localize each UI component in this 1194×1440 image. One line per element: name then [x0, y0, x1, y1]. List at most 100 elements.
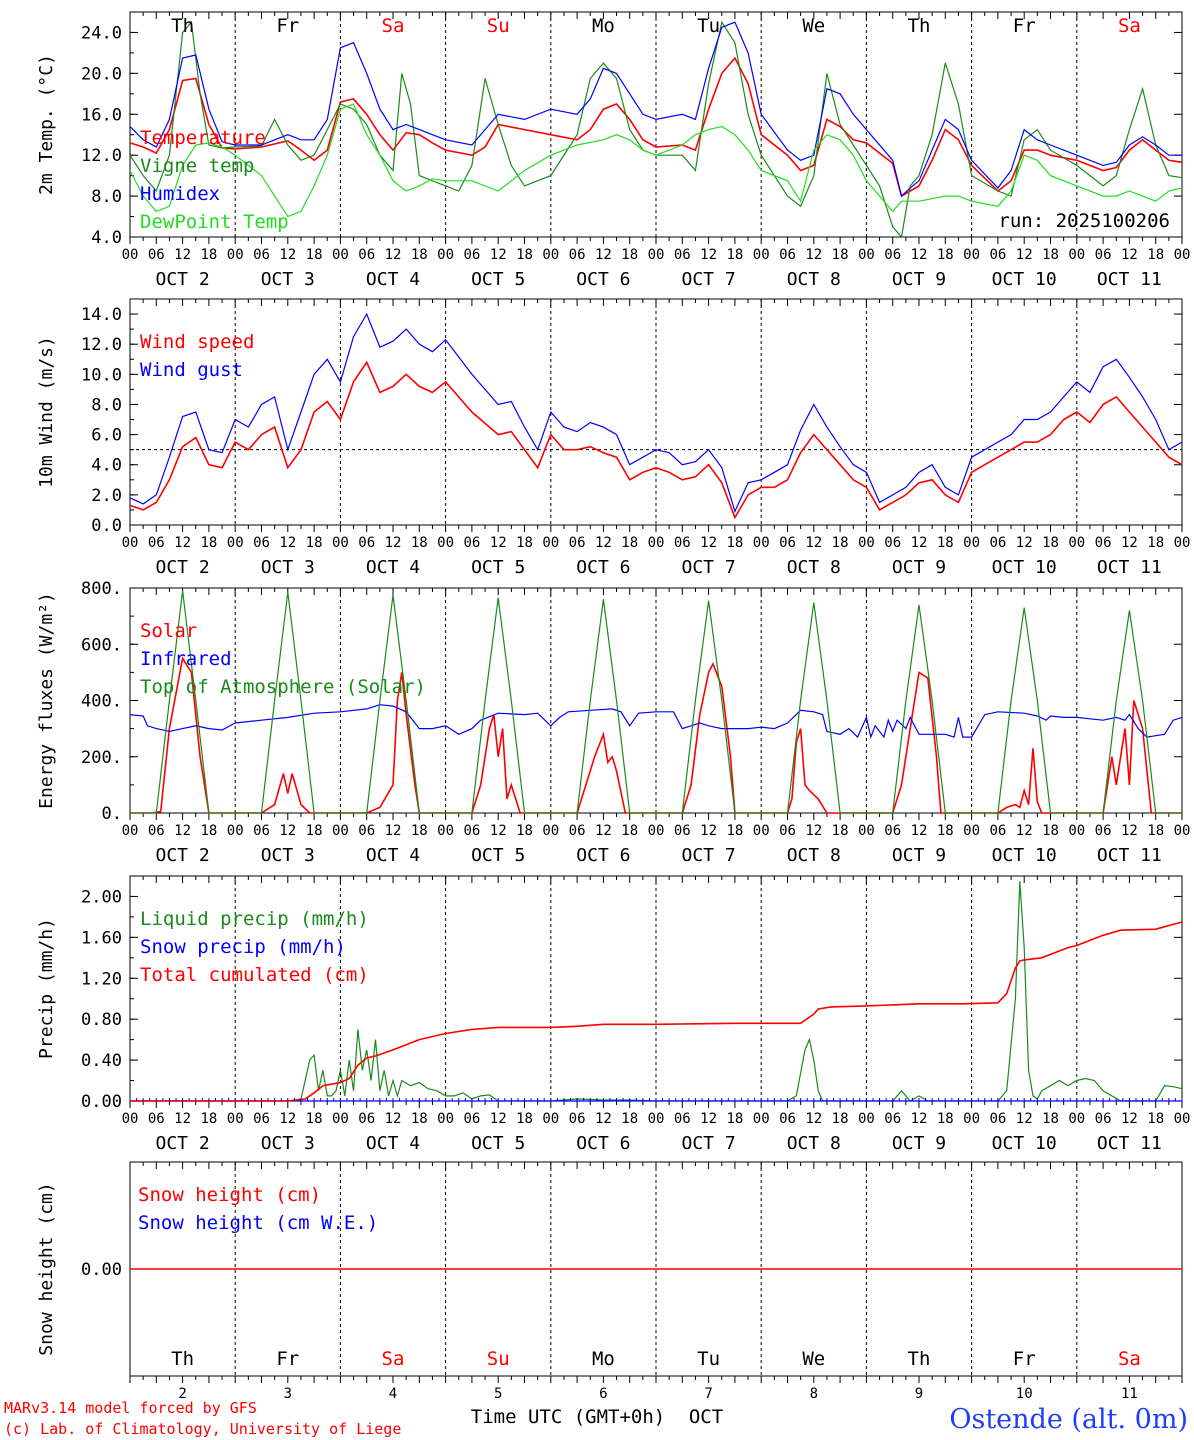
series-total-cumulated-cm — [130, 921, 1183, 1102]
date-label: OCT 8 — [787, 845, 841, 866]
hour-label: 18 — [200, 823, 217, 839]
hour-label: 06 — [779, 1111, 796, 1127]
hour-label: 18 — [200, 535, 217, 551]
legend-vigne-temp: Vigne temp — [140, 155, 254, 177]
date-label: OCT 6 — [576, 557, 630, 578]
panel-4: 0.00 0.40 0.80 1.20 1.60 2.00 Precip (mm/h) Liq… — [36, 875, 1190, 1154]
date-label: OCT 8 — [787, 269, 841, 290]
day-name: Fr — [1013, 1348, 1036, 1370]
hour-label: 12 — [490, 1111, 507, 1127]
y-axis-label: 10m Wind (m/s) — [36, 336, 57, 488]
hour-label: 00 — [332, 823, 349, 839]
date-label: OCT 11 — [1097, 845, 1162, 866]
date-label: OCT 5 — [471, 1133, 525, 1154]
hour-label: 00 — [227, 535, 244, 551]
day-name: Sa — [1118, 15, 1141, 37]
hour-label: 00 — [753, 247, 770, 263]
hour-label: 12 — [385, 535, 402, 551]
hour-label: 18 — [411, 1111, 428, 1127]
hour-label: 06 — [674, 823, 691, 839]
hour-label: 18 — [411, 535, 428, 551]
day-name: Fr — [1013, 15, 1036, 37]
y-tick-label: 12.0 — [81, 335, 122, 355]
hour-label: 06 — [1095, 247, 1112, 263]
hour-label: 12 — [174, 1111, 191, 1127]
hour-label: 06 — [463, 1111, 480, 1127]
hour-label: 18 — [200, 1111, 217, 1127]
hour-label: 18 — [1042, 535, 1059, 551]
run-annotation: run: 2025100206 — [998, 210, 1170, 232]
hour-label: 06 — [674, 535, 691, 551]
hour-label: 18 — [832, 247, 849, 263]
hour-label: 18 — [832, 535, 849, 551]
hour-label: 18 — [516, 535, 533, 551]
hour-label: 06 — [253, 823, 270, 839]
hour-label: 00 — [858, 247, 875, 263]
legend-total-cumulated-cm: Total cumulated (cm) — [140, 964, 369, 986]
hour-label: 12 — [911, 823, 928, 839]
y-tick-label: 4.0 — [91, 456, 122, 476]
date-label: OCT 2 — [156, 269, 210, 290]
series-infrared — [129, 704, 1183, 740]
y-tick-label: 0.80 — [81, 1010, 122, 1030]
date-label: OCT 6 — [576, 269, 630, 290]
date-label: OCT 11 — [1097, 557, 1162, 578]
hour-label: 12 — [805, 823, 822, 839]
date-label: OCT 2 — [156, 1133, 210, 1154]
hour-label: 18 — [726, 823, 743, 839]
hour-label: 06 — [463, 823, 480, 839]
hour-label: 18 — [516, 1111, 533, 1127]
hour-label: 06 — [148, 535, 165, 551]
date-label: OCT 7 — [682, 557, 736, 578]
day-name: Sa — [382, 1348, 405, 1370]
hour-label: 12 — [490, 247, 507, 263]
hour-label: 06 — [569, 823, 586, 839]
hour-label: 00 — [437, 823, 454, 839]
y-tick-label: 24.0 — [81, 23, 122, 43]
y-tick-label: 4.0 — [91, 228, 122, 248]
hour-label: 12 — [279, 247, 296, 263]
hour-label: 00 — [227, 1111, 244, 1127]
day-name: Th — [171, 15, 194, 37]
hour-label: 12 — [700, 823, 717, 839]
hour-label: 00 — [437, 535, 454, 551]
date-label: OCT 10 — [992, 845, 1057, 866]
hour-label: 12 — [174, 535, 191, 551]
panel-1: 4.0 8.0 12.0 16.0 20.0 24.0 2m Temp. (°C) Tempe… — [36, 11, 1190, 290]
y-tick-label: 1.60 — [81, 928, 122, 948]
date-label: OCT 2 — [156, 557, 210, 578]
date-label: OCT 3 — [261, 269, 315, 290]
y-tick-label: 8.0 — [91, 187, 122, 207]
hour-label: 18 — [1147, 535, 1164, 551]
hour-label: 06 — [569, 1111, 586, 1127]
hour-label: 12 — [385, 823, 402, 839]
date-label: OCT 9 — [892, 557, 946, 578]
x-axis-month: OCT — [689, 1406, 723, 1428]
hour-label: 00 — [122, 535, 139, 551]
panel-3: 0. 200. 400. 600. 800. Energy fluxes (W/m²) So… — [36, 579, 1190, 866]
series-humidex — [129, 21, 1182, 198]
hour-label: 06 — [779, 535, 796, 551]
legend-snow-height-cm: Snow height (cm) — [138, 1184, 321, 1206]
hour-label: 06 — [358, 823, 375, 839]
date-label: OCT 11 — [1097, 269, 1162, 290]
day-name: Th — [171, 1348, 194, 1370]
legend-snow-height-cm-w-e: Snow height (cm W.E.) — [138, 1212, 378, 1234]
hour-label: 00 — [858, 823, 875, 839]
series-wind-gust — [129, 312, 1183, 514]
hour-label: 06 — [884, 247, 901, 263]
hour-label: 00 — [542, 823, 559, 839]
date-label: OCT 9 — [892, 1133, 946, 1154]
hour-label: 12 — [1016, 823, 1033, 839]
station-name: Ostende (alt. 0m) — [949, 1404, 1188, 1435]
hour-label: 18 — [306, 247, 323, 263]
date-label: OCT 5 — [471, 557, 525, 578]
hour-label: 00 — [648, 823, 665, 839]
date-label: OCT 2 — [156, 845, 210, 866]
hour-label: 00 — [753, 1111, 770, 1127]
hour-label: 12 — [595, 823, 612, 839]
day-name: Mo — [592, 15, 615, 37]
y-tick-label: 20.0 — [81, 64, 122, 84]
hour-label: 06 — [884, 1111, 901, 1127]
y-tick-label: 600. — [81, 635, 122, 655]
